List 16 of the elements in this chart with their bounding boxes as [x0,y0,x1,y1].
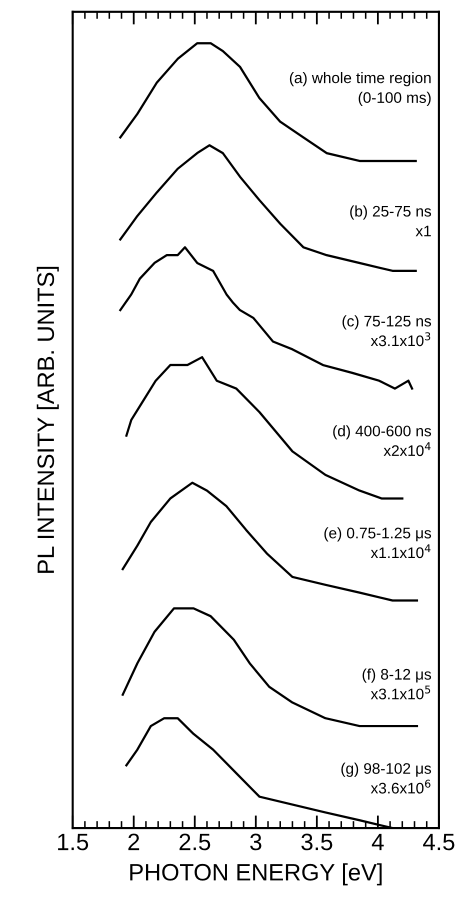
series-label: (b) 25-75 ns x1 [350,205,432,236]
series-label: (c) 75-125 ns x3.1x10$^{3}$ [342,315,432,346]
series-label: (f) 8-12 μs x3.1x10$^{5}$ [362,668,432,700]
x-tick-label: 4.5 [423,834,454,850]
series-label: (a) whole time region (0-100 ms) [290,72,431,106]
series-label: (e) 0.75-1.25 μs x1.1x10$^{4}$ [324,527,432,558]
x-tick-label: 1.5 [58,834,88,850]
x-tick-label: 3 [250,834,262,850]
y-axis-title: PL INTENSITY [ARB. UNITS] [36,266,59,573]
x-tick-label: 2.5 [180,834,210,850]
x-tick-label: 2 [128,834,140,850]
x-tick-label: 4 [372,834,384,850]
series-label: (g) 98-102 μs x3.6x10$^{6}$ [341,762,432,794]
x-axis-title: PHOTON ENERGY [eV] [130,863,382,886]
series-label: (d) 400-600 ns x2x10$^{4}$ [333,425,432,456]
x-tick-label: 3.5 [301,834,332,850]
